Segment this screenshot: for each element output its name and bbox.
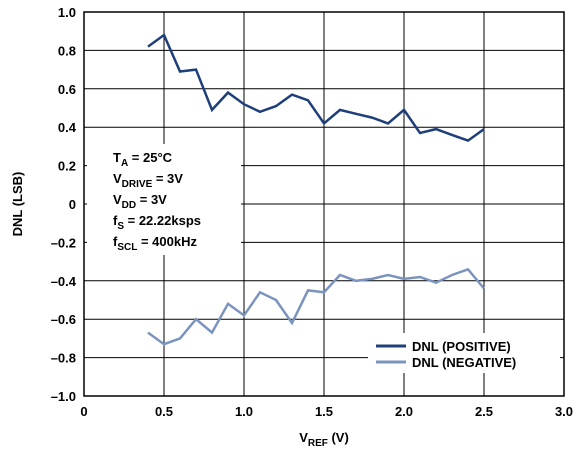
annotation-line: VDD = 3V	[113, 192, 167, 211]
y-tick-label: 0	[69, 197, 76, 212]
y-tick-label: 0.6	[58, 82, 76, 97]
x-tick-labels: 0 0.5 1.0 1.5 2.0 2.5 3.0	[80, 404, 573, 419]
series-line-negative	[147, 267, 485, 346]
series-line-positive	[147, 33, 485, 142]
y-tick-label: 0.4	[58, 120, 77, 135]
series-lines	[147, 33, 485, 346]
x-tick-label: 1.5	[315, 404, 333, 419]
legend-label: DNL (NEGATIVE)	[412, 355, 516, 370]
y-tick-label: –1.0	[51, 389, 76, 404]
x-axis-label: VREF (V)	[299, 430, 349, 449]
legend-backdrop	[368, 333, 560, 373]
annotation-line: fS = 22.22ksps	[113, 213, 201, 232]
y-tick-label: –0.6	[51, 312, 76, 327]
annotation-line: TA = 25°C	[113, 150, 173, 169]
x-tick-label: 0	[80, 404, 87, 419]
y-tick-label: –0.4	[51, 274, 77, 289]
x-tick-label: 2.5	[475, 404, 493, 419]
x-tick-label: 2.0	[395, 404, 413, 419]
plot-frame	[83, 11, 565, 397]
annotation-line: fSCL = 400kHz	[113, 234, 197, 253]
x-tick-label: 3.0	[555, 404, 573, 419]
x-tick-label: 0.5	[155, 404, 173, 419]
conditions-annotation: TA = 25°C VDRIVE = 3V VDD = 3V fS = 22.22ks…	[87, 144, 241, 255]
y-tick-labels: 1.0 0.8 0.6 0.4 0.2 0 –0.2 –0.4 –0.6 –0.8 –1.0	[51, 5, 77, 404]
annotation-line: VDRIVE = 3V	[113, 171, 183, 190]
legend: DNL (POSITIVE)DNL (NEGATIVE)	[368, 333, 560, 373]
x-tick-label: 1.0	[235, 404, 253, 419]
y-tick-label: 0.2	[58, 159, 76, 174]
y-tick-label: –0.8	[51, 351, 76, 366]
y-tick-label: 0.8	[58, 43, 76, 58]
y-tick-label: 1.0	[58, 5, 76, 20]
legend-label: DNL (POSITIVE)	[412, 339, 511, 354]
annotation-backdrop	[87, 144, 241, 255]
y-tick-label: –0.2	[51, 235, 76, 250]
y-axis-label: DNL (LSB)	[10, 172, 25, 237]
